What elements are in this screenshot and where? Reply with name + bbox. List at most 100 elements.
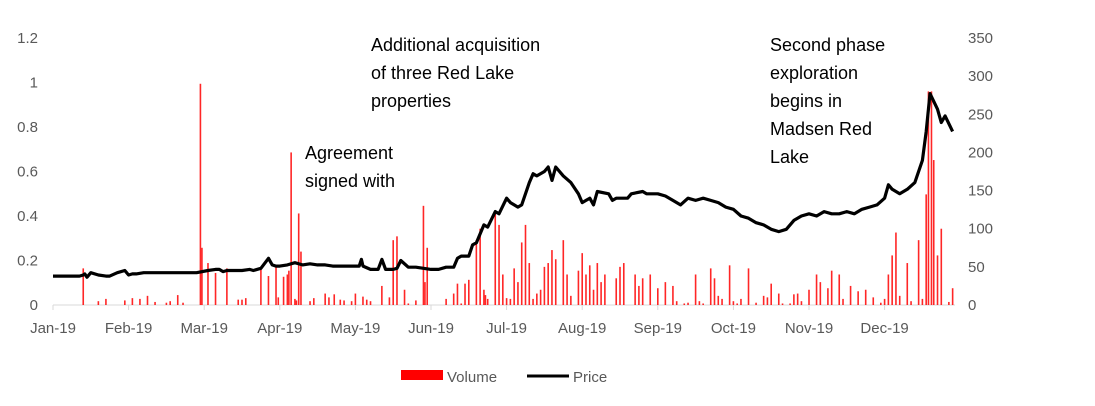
volume-bar (517, 282, 519, 305)
x-tick-label: Oct-19 (711, 320, 756, 337)
right-tick-label: 150 (968, 183, 993, 200)
volume-bar (793, 294, 795, 305)
volume-bar (664, 282, 667, 305)
volume-bar (297, 213, 300, 305)
volume-bar (917, 240, 920, 305)
left-axis: 0 0.2 0.4 0.6 0.8 1 1.2 (17, 30, 38, 314)
volume-bar (781, 303, 784, 305)
right-axis: 0 50 100 150 200 250 300 350 (968, 30, 993, 314)
volume-bar (396, 236, 398, 305)
volume-bar (452, 293, 455, 305)
volume-bar (460, 303, 463, 305)
volume-bar (887, 274, 890, 305)
volume-bar (456, 283, 459, 305)
volume-bar (649, 274, 652, 305)
volume-bar (124, 300, 126, 305)
volume-bar (698, 301, 701, 305)
volume-bar (369, 301, 372, 305)
x-tick-label: Dec-19 (860, 320, 908, 337)
volume-bar (932, 160, 935, 305)
volume-bar (381, 285, 383, 305)
volume-bar (717, 295, 720, 305)
volume-bar (925, 194, 927, 305)
volume-bar (484, 295, 487, 305)
volume-bar (566, 274, 568, 305)
volume-bar (313, 298, 315, 305)
left-tick-label: 0.6 (17, 164, 38, 181)
volume-bar (864, 289, 867, 305)
volume-bar (286, 274, 289, 305)
volume-bar (407, 303, 410, 305)
volume-bar (169, 301, 171, 305)
x-tick-label: Feb-19 (105, 320, 153, 337)
volume-bar (842, 298, 844, 305)
legend-swatch-volume (401, 370, 443, 380)
volume-bar (940, 228, 943, 305)
x-tick-label: May-19 (330, 320, 380, 337)
volume-bar (237, 299, 240, 305)
volume-bar (930, 91, 933, 306)
volume-bar (513, 268, 515, 305)
left-tick-label: 1 (30, 75, 38, 92)
volume-bar (333, 294, 336, 305)
volume-bar (509, 298, 512, 305)
right-tick-label: 300 (968, 68, 993, 85)
volume-bar (562, 240, 565, 305)
volume-series (82, 83, 954, 306)
volume-bar (392, 240, 394, 305)
annotation-line: Second phase (770, 35, 885, 55)
volume-bar (176, 295, 179, 305)
volume-bar (747, 268, 750, 305)
volume-bar (936, 255, 939, 305)
volume-bar (694, 274, 697, 305)
volume-bar (532, 298, 534, 305)
volume-bar (182, 302, 184, 305)
volume-bar (702, 303, 704, 305)
volume-bar (675, 301, 678, 305)
volume-bar (288, 270, 290, 305)
volume-bar (241, 299, 243, 305)
volume-bar (615, 278, 618, 305)
volume-bar (82, 268, 85, 305)
volume-bar (475, 240, 478, 305)
volume-bar (354, 293, 357, 305)
volume-bar (619, 266, 621, 305)
volume-bar (520, 242, 523, 305)
volume-bar (577, 270, 580, 305)
volume-bar (808, 289, 810, 305)
volume-bar (536, 293, 538, 305)
volume-bar (547, 263, 549, 305)
volume-bar (365, 299, 368, 305)
volume-bar (543, 266, 546, 305)
volume-bar (921, 298, 924, 305)
annotation-line: signed with (305, 171, 395, 191)
volume-bar (275, 265, 277, 305)
volume-bar (592, 289, 595, 305)
volume-bar (891, 255, 893, 305)
annotation-line: exploration (770, 63, 858, 83)
left-tick-label: 0.2 (17, 253, 38, 270)
volume-bar (906, 263, 909, 305)
volume-bar (244, 298, 247, 305)
x-tick-label: Mar-19 (180, 320, 228, 337)
volume-bar (585, 274, 587, 305)
volume-bar (740, 298, 742, 305)
right-tick-label: 100 (968, 221, 993, 238)
volume-bar (641, 278, 644, 305)
volume-bar (604, 274, 606, 305)
volume-bar (226, 268, 228, 305)
x-tick-label: Nov-19 (785, 320, 833, 337)
annotation-second-phase: Second phase exploration begins in Madse… (770, 35, 885, 167)
volume-bar (728, 265, 731, 305)
volume-bar (494, 213, 497, 305)
volume-bar (309, 301, 311, 305)
volume-bar (770, 283, 772, 305)
volume-bar (755, 302, 757, 305)
volume-bar (588, 265, 591, 305)
volume-bar (948, 301, 950, 305)
volume-bar (789, 303, 791, 305)
right-tick-label: 200 (968, 144, 993, 161)
volume-bar (424, 282, 426, 305)
left-tick-label: 1.2 (17, 30, 38, 47)
right-tick-label: 250 (968, 106, 993, 123)
